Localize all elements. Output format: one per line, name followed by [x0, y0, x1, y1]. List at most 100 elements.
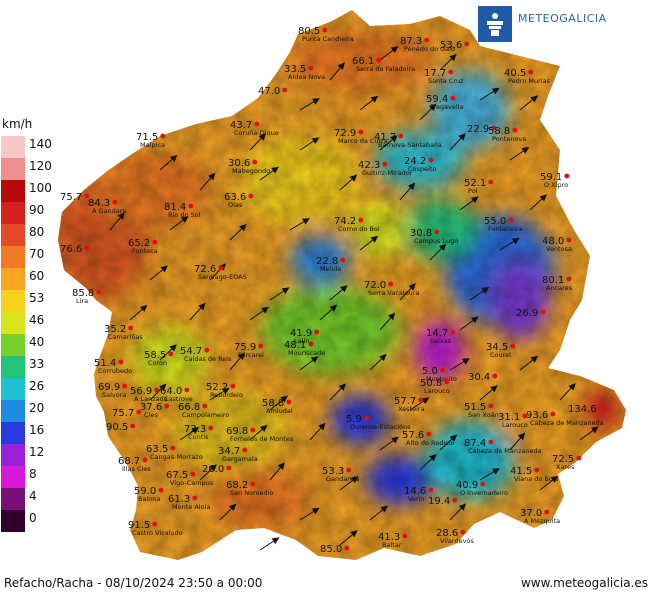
station[interactable]: 134.6	[568, 404, 604, 415]
station-marker	[204, 347, 210, 353]
wind-arrow-head	[429, 453, 437, 462]
station[interactable]: 76.6	[60, 244, 90, 255]
station[interactable]: 85.0	[320, 544, 350, 555]
station-value: 61.3	[168, 494, 190, 505]
station[interactable]: 75.7	[112, 408, 142, 419]
station[interactable]: 19.4	[428, 496, 458, 507]
station[interactable]: 26.9	[516, 308, 546, 319]
station-name: Fonteca	[132, 247, 158, 255]
station[interactable]: 37.0A Mezquita	[520, 508, 560, 525]
station-name: Alto do Rodicio	[406, 439, 455, 447]
station[interactable]: 90.5	[106, 422, 136, 433]
legend-swatch	[1, 400, 25, 422]
station[interactable]: 40.9O Invernadeiro	[456, 480, 508, 497]
station-marker	[184, 387, 190, 393]
station-name: Cuntis	[188, 433, 209, 441]
station[interactable]: 47.0	[258, 86, 288, 97]
station[interactable]: 75.7	[60, 192, 90, 203]
station[interactable]: 53.6	[440, 40, 470, 51]
station[interactable]: 59.1O Xipro	[540, 172, 570, 189]
station-name: Olas	[228, 201, 243, 209]
station-marker	[512, 127, 518, 133]
wind-arrow-head	[221, 387, 230, 395]
station[interactable]: 26.0	[202, 464, 232, 475]
station[interactable]: 84.3A Gandara	[88, 198, 126, 215]
station[interactable]: 22.9	[467, 124, 497, 135]
website-link[interactable]: www.meteogalicia.es	[520, 576, 648, 590]
station-marker	[242, 447, 248, 453]
station[interactable]: 30.4	[468, 372, 498, 383]
station[interactable]: 56.9A Lanzada	[130, 386, 168, 403]
station-value: 22.9	[467, 124, 489, 135]
